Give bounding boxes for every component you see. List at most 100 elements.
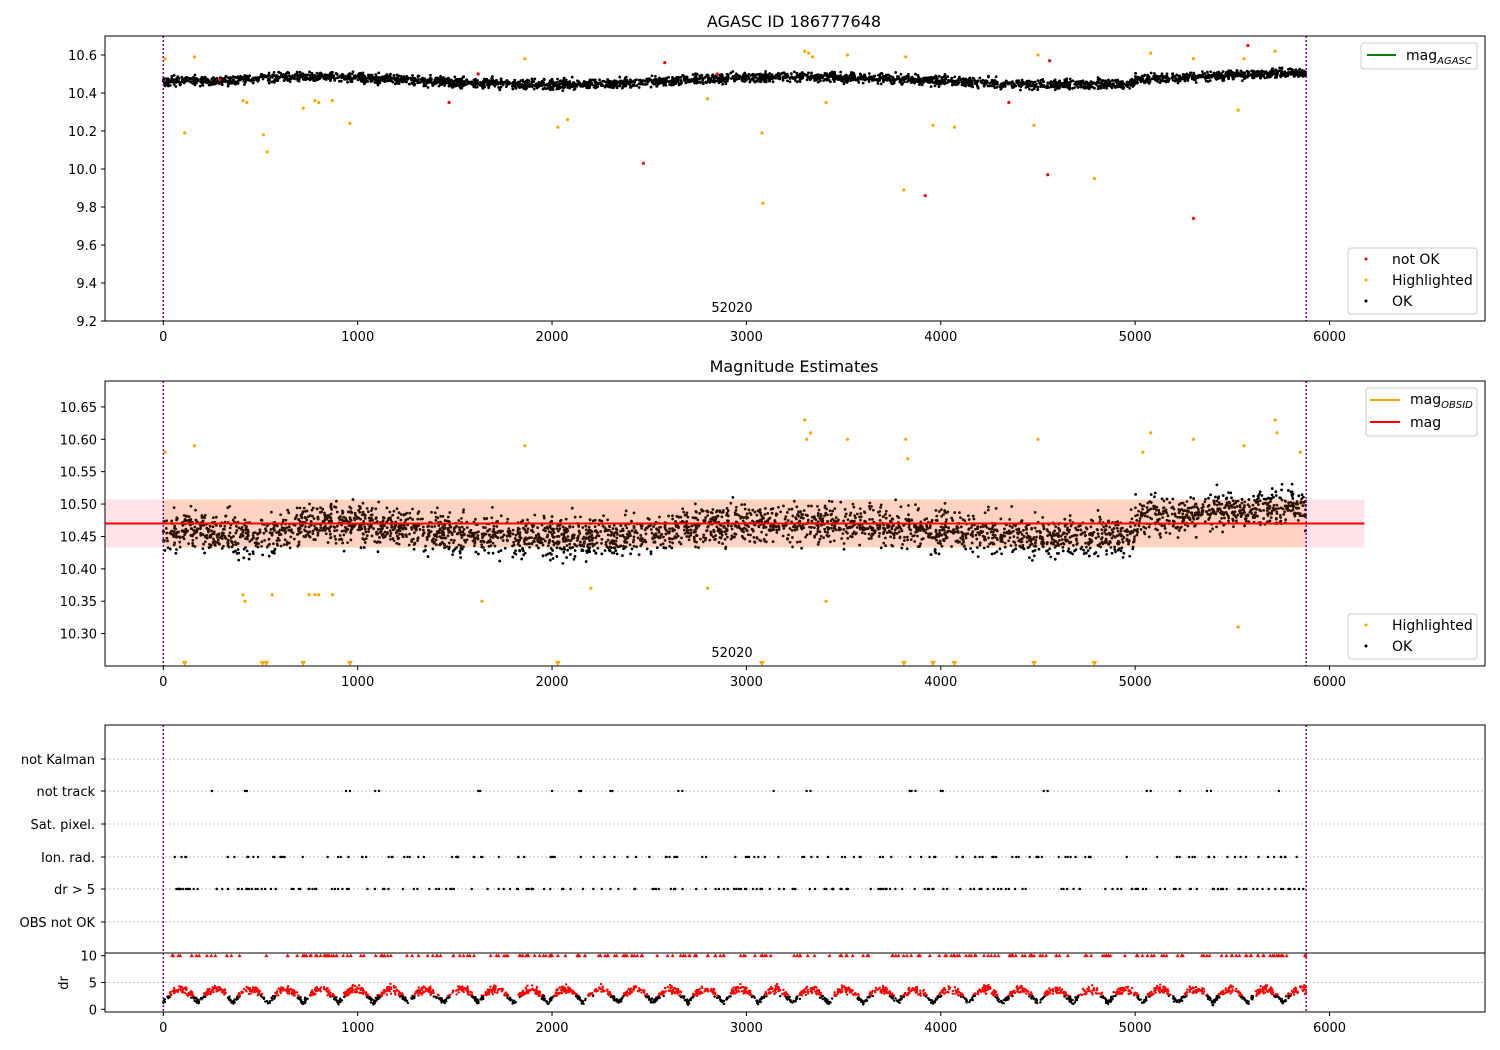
ok-point [764, 525, 768, 529]
ok-point [658, 76, 661, 80]
ok-point [859, 518, 862, 522]
ok-point [1029, 84, 1032, 88]
ok-point [178, 83, 182, 87]
ok-point [183, 517, 187, 521]
ok-point [546, 544, 550, 548]
ok-point [1227, 76, 1230, 80]
panel-mag-title: Magnitude Estimates [710, 357, 879, 376]
ok-point [312, 517, 316, 520]
ok-point [790, 529, 794, 532]
ok-point [189, 76, 193, 80]
ok-point [898, 536, 902, 540]
ok-point [623, 76, 627, 80]
highlighted-point [348, 121, 352, 125]
ok-point [491, 79, 495, 82]
ok-point [525, 81, 529, 85]
ok-point [165, 81, 169, 85]
ok-point [584, 80, 588, 84]
highlighted-point [1032, 123, 1036, 127]
ok-point [884, 544, 888, 548]
ok-point [756, 77, 760, 81]
ok-point [1032, 554, 1036, 558]
ok-point [849, 75, 853, 79]
ok-point [1033, 526, 1037, 530]
ok-point [350, 72, 354, 76]
ok-point [956, 80, 960, 83]
ok-point [399, 75, 403, 78]
panel-agasc-points [162, 43, 1308, 220]
ok-point [227, 534, 231, 538]
ok-point [729, 501, 733, 505]
ok-point [932, 76, 936, 80]
ok-point [886, 76, 890, 80]
ok-point [455, 84, 459, 88]
not-ok-point [218, 78, 222, 82]
ok-point [498, 88, 502, 92]
highlighted-point [163, 57, 167, 61]
ok-point [248, 74, 252, 78]
y-tick-label: 9.2 [76, 315, 97, 330]
ok-point [1004, 79, 1008, 83]
ok-point [501, 83, 505, 87]
ok-point [629, 86, 633, 89]
ok-point [879, 546, 883, 550]
ok-point [293, 74, 297, 78]
ok-point [882, 541, 886, 545]
ok-point [541, 83, 545, 87]
ok-point [462, 84, 465, 88]
ok-point [685, 79, 688, 83]
ok-point [902, 539, 906, 542]
ok-point [747, 508, 751, 512]
ok-point [950, 516, 954, 520]
ok-point [287, 78, 291, 82]
ok-point [838, 77, 842, 80]
not-ok-point [641, 161, 645, 165]
ok-point [1284, 518, 1288, 522]
x-tick-label: 3000 [730, 330, 763, 345]
ok-point [771, 80, 775, 84]
ok-point [781, 76, 785, 80]
ok-point [361, 510, 365, 514]
ok-point [349, 80, 353, 84]
ok-point [1003, 82, 1007, 86]
ok-point [1063, 80, 1067, 83]
ok-point [970, 83, 974, 87]
ok-point [378, 536, 381, 539]
ok-point [180, 77, 184, 81]
ok-point [573, 555, 577, 558]
ok-point [216, 81, 220, 85]
ok-point [898, 77, 902, 81]
ok-point [433, 511, 437, 515]
ok-point [1073, 86, 1076, 90]
ok-point [1000, 552, 1004, 556]
ok-point [1258, 499, 1262, 503]
ok-point [244, 80, 247, 84]
ok-point [530, 82, 533, 86]
ok-point [934, 509, 938, 512]
ok-point [1259, 76, 1263, 79]
not-ok-point [1246, 43, 1250, 48]
ok-point [1138, 519, 1141, 523]
ok-point [1109, 85, 1113, 88]
ok-point [1240, 79, 1244, 83]
ok-point [1211, 527, 1214, 531]
ok-point [405, 74, 409, 78]
ok-point [935, 538, 938, 542]
ok-point [1186, 506, 1190, 510]
ok-point [521, 85, 525, 89]
ok-point [987, 536, 990, 540]
ok-point [805, 78, 809, 82]
ok-point [1063, 83, 1067, 87]
ok-point [1171, 497, 1175, 501]
ok-point [1013, 83, 1017, 87]
ok-point [1007, 539, 1011, 543]
ok-point [1027, 556, 1031, 560]
ok-point [900, 82, 904, 86]
ok-point [171, 77, 174, 81]
ok-point [582, 84, 586, 88]
ok-point [398, 532, 401, 536]
ok-point [267, 81, 271, 85]
ok-point [1232, 525, 1235, 529]
ok-point [871, 508, 875, 512]
ok-point [806, 518, 810, 522]
